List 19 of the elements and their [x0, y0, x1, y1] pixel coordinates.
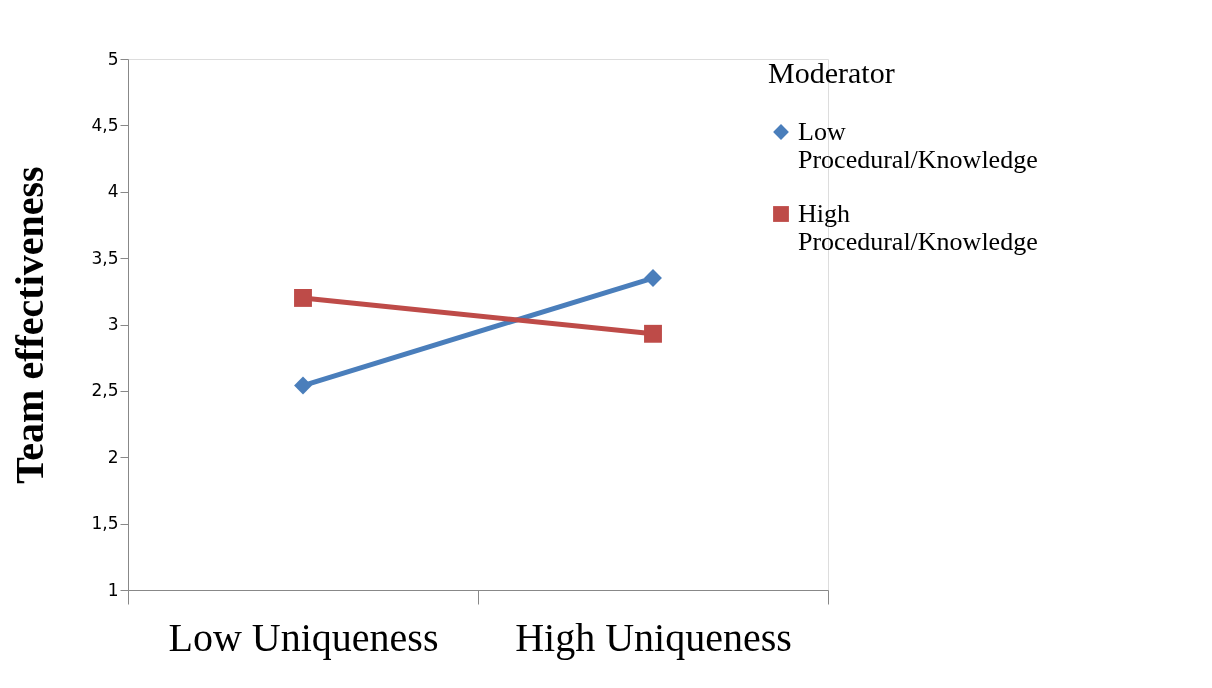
point [644, 269, 662, 287]
legend-title: Moderator [768, 56, 895, 89]
legend-label: High Procedural/Knowledge [798, 199, 1038, 256]
point [294, 376, 312, 395]
y-axis-title: Team effectiveness [7, 166, 53, 484]
point [644, 324, 662, 343]
y-tick-label: 1 [107, 579, 119, 600]
y-tick-label: 2 [107, 446, 119, 467]
y-tick-label: 3,5 [91, 247, 119, 268]
point [294, 289, 312, 307]
y-tick-label: 5 [107, 48, 119, 69]
x-tick-label: High Uniqueness [515, 614, 792, 660]
y-tick-label: 4 [107, 181, 119, 202]
y-tick-label: 4,5 [91, 114, 119, 135]
legend-label: Low Procedural/Knowledge [798, 117, 1038, 174]
y-tick-label: 3 [107, 314, 119, 334]
y-tick-label: 2,5 [91, 380, 119, 401]
x-tick-label: Low Uniqueness [168, 614, 439, 660]
y-tick-label: 1,5 [91, 513, 119, 534]
